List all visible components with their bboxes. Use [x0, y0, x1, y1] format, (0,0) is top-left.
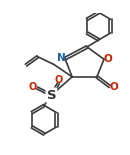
Text: O: O [109, 82, 118, 92]
Text: O: O [103, 54, 112, 64]
Text: N: N [57, 53, 66, 63]
Text: O: O [55, 75, 63, 85]
Text: S: S [47, 89, 56, 102]
Text: O: O [29, 82, 37, 92]
